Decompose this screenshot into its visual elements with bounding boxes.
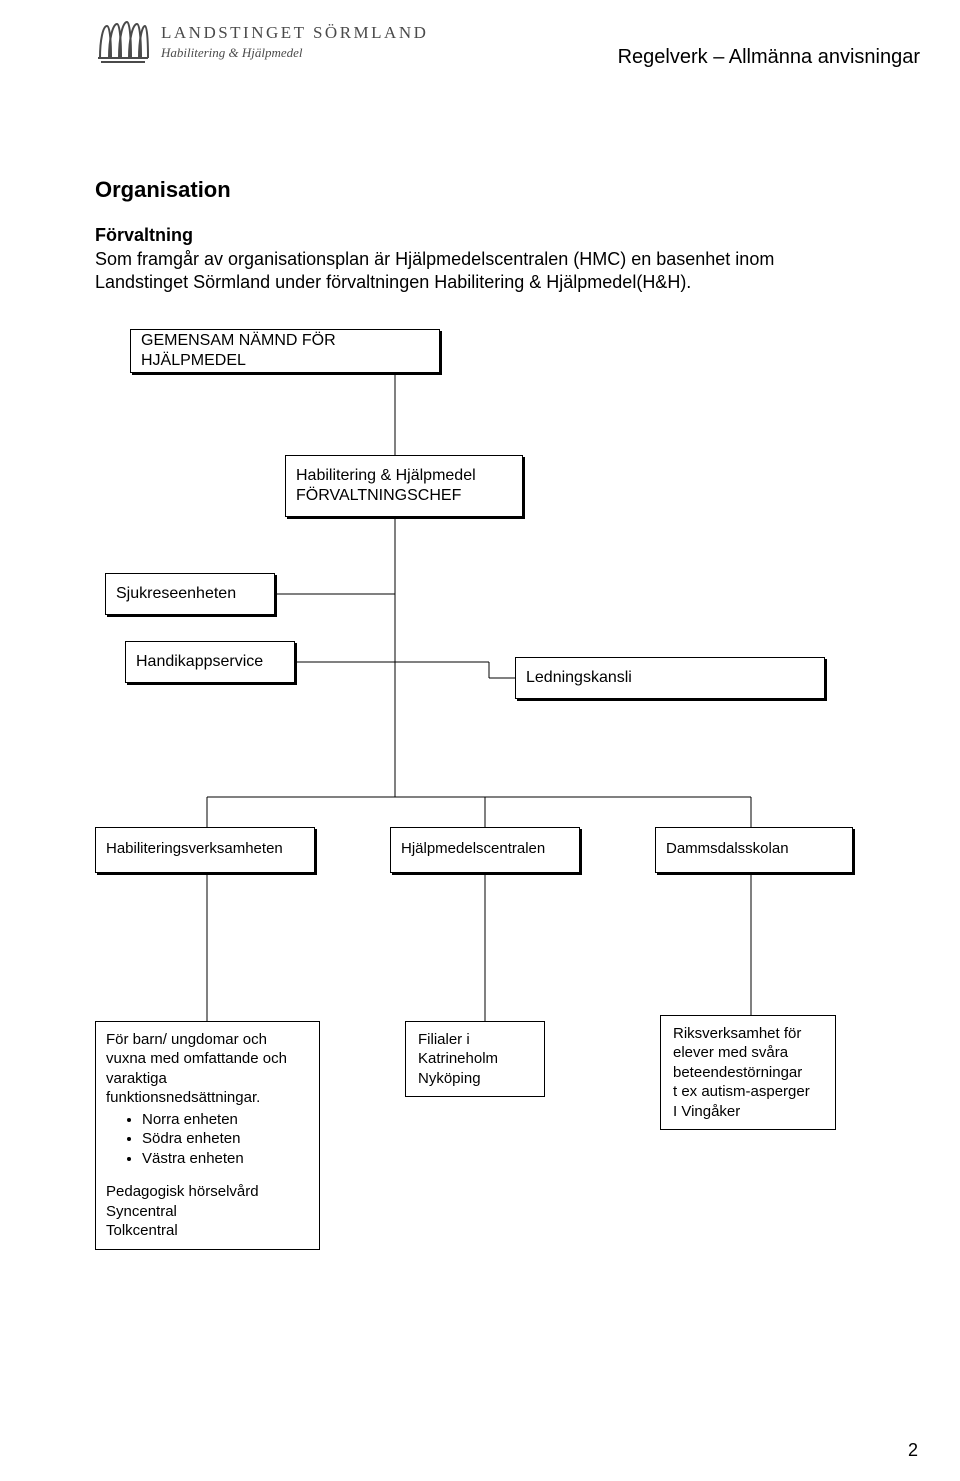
leaf-text-line: elever med svåra — [673, 1043, 823, 1063]
node-label: Dammsdalsskolan — [666, 840, 842, 859]
leaf-text-line: Katrineholm — [418, 1049, 532, 1069]
page-number: 2 — [908, 1440, 918, 1461]
list-item: Västra enheten — [142, 1149, 309, 1169]
leaf-text: För barn/ ungdomar och vuxna med omfatta… — [106, 1030, 309, 1108]
node-sjukreseenheten: Sjukreseenheten — [105, 573, 275, 615]
node-forvaltningschef: Habilitering & Hjälpmedel FÖRVALTNINGSCH… — [285, 455, 523, 517]
node-habiliteringsverksamheten: Habiliteringsverksamheten — [95, 827, 315, 873]
logo: LANDSTINGET SÖRMLAND Habilitering & Hjäl… — [95, 20, 428, 64]
node-label-line1: Habilitering & Hjälpmedel — [296, 466, 512, 486]
list-item: Norra enheten — [142, 1110, 309, 1130]
leaf-habilitering-detail: För barn/ ungdomar och vuxna med omfatta… — [95, 1021, 320, 1250]
page-title: Organisation — [95, 177, 865, 203]
list-item: Södra enheten — [142, 1129, 309, 1149]
node-label: Ledningskansli — [526, 668, 814, 688]
node-label: Habiliteringsverksamheten — [106, 840, 304, 859]
node-label: Handikappservice — [136, 652, 284, 672]
leaf-text-line: Filialer i — [418, 1030, 532, 1050]
org-chart: GEMENSAM NÄMND FÖR HJÄLPMEDEL Habiliteri… — [95, 329, 865, 1279]
header-right-text: Regelverk – Allmänna anvisningar — [618, 20, 920, 69]
node-ledningskansli: Ledningskansli — [515, 657, 825, 699]
leaf-text-line: Tolkcentral — [106, 1221, 309, 1241]
logo-subtitle: Habilitering & Hjälpmedel — [161, 45, 428, 61]
intro-paragraph: Som framgår av organisationsplan är Hjäl… — [95, 248, 865, 295]
leaf-text-line: Pedagogisk hörselvård — [106, 1182, 309, 1202]
crown-lily-icon — [95, 20, 151, 64]
leaf-filialer: Filialer i Katrineholm Nyköping — [405, 1021, 545, 1098]
node-handikappservice: Handikappservice — [125, 641, 295, 683]
section-subtitle: Förvaltning — [95, 225, 865, 246]
node-label: GEMENSAM NÄMND FÖR HJÄLPMEDEL — [141, 331, 429, 371]
node-gemensam-namnd: GEMENSAM NÄMND FÖR HJÄLPMEDEL — [130, 329, 440, 373]
node-label-line2: FÖRVALTNINGSCHEF — [296, 486, 512, 506]
leaf-text-line: t ex autism-asperger — [673, 1082, 823, 1102]
page-header: LANDSTINGET SÖRMLAND Habilitering & Hjäl… — [0, 0, 960, 77]
leaf-riksverksamhet: Riksverksamhet för elever med svåra bete… — [660, 1015, 836, 1131]
leaf-text-line: I Vingåker — [673, 1102, 823, 1122]
logo-title: LANDSTINGET SÖRMLAND — [161, 23, 428, 43]
leaf-text-line: beteendestörningar — [673, 1063, 823, 1083]
node-hjalpmedelscentralen: Hjälpmedelscentralen — [390, 827, 580, 873]
main-content: Organisation Förvaltning Som framgår av … — [0, 77, 960, 1309]
leaf-text-line: Nyköping — [418, 1069, 532, 1089]
node-dammsdalsskolan: Dammsdalsskolan — [655, 827, 853, 873]
leaf-text-line: Syncentral — [106, 1202, 309, 1222]
leaf-text-line: Riksverksamhet för — [673, 1024, 823, 1044]
node-label: Sjukreseenheten — [116, 584, 264, 604]
node-label: Hjälpmedelscentralen — [401, 840, 569, 859]
leaf-bullet-list: Norra enheten Södra enheten Västra enhet… — [106, 1110, 309, 1169]
